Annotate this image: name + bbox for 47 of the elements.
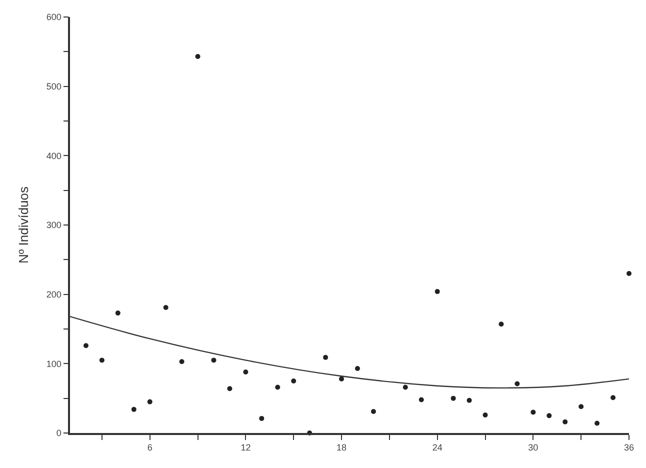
y-tick-label: 100 <box>46 358 62 369</box>
point <box>291 378 296 384</box>
y-tick-label: 0 <box>56 428 62 438</box>
x-tick-label: 36 <box>624 442 634 453</box>
x-tick-label: 12 <box>240 442 251 453</box>
point <box>418 397 424 402</box>
point <box>99 358 104 363</box>
point <box>323 354 328 360</box>
x-tick-label: 30 <box>528 442 538 453</box>
point <box>211 358 216 363</box>
x-tick-label: 6 <box>147 442 152 453</box>
point <box>562 419 568 424</box>
point <box>243 369 248 374</box>
point <box>131 406 136 412</box>
point <box>434 289 440 294</box>
point <box>466 398 472 403</box>
point <box>354 366 360 372</box>
y-tick-label: 400 <box>46 150 62 161</box>
x-tick-label: 18 <box>336 442 347 453</box>
point <box>370 409 376 414</box>
y-tick-label: 200 <box>46 289 62 300</box>
point <box>147 399 152 404</box>
point <box>275 384 280 390</box>
point <box>482 412 488 418</box>
point <box>179 359 184 364</box>
point <box>402 384 408 390</box>
point <box>530 410 536 415</box>
x-tick-label: 24 <box>432 442 442 453</box>
point <box>195 54 200 60</box>
point <box>259 416 264 421</box>
y-tick-label: 300 <box>46 220 62 230</box>
point <box>450 396 456 401</box>
point <box>610 395 616 400</box>
y-tick-label: 600 <box>46 12 62 22</box>
point <box>594 420 600 426</box>
point <box>546 413 552 418</box>
point <box>227 386 232 392</box>
y-axis-title: Nº Indivíduos <box>16 186 31 264</box>
point <box>115 310 120 316</box>
point <box>626 271 632 276</box>
point <box>339 376 344 382</box>
point <box>163 305 168 310</box>
y-tick-label: 500 <box>46 81 62 92</box>
point <box>514 381 520 386</box>
point <box>83 343 88 348</box>
point <box>498 322 504 327</box>
point <box>578 404 584 410</box>
